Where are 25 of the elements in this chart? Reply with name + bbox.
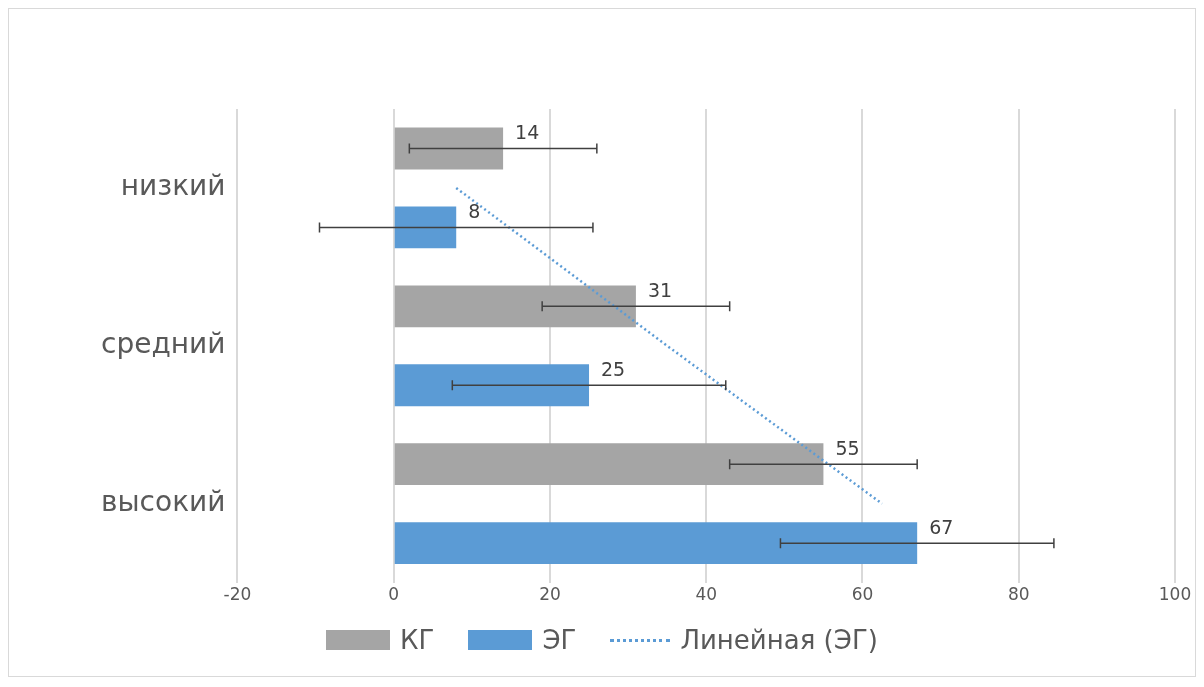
- x-tick-label: 0: [388, 584, 400, 605]
- bar: [394, 443, 824, 486]
- x-tick-label: 20: [539, 584, 561, 605]
- data-label: 8: [468, 200, 481, 223]
- x-tick-label: 40: [695, 584, 718, 605]
- x-tick-label: 100: [1158, 584, 1192, 605]
- bar: [394, 206, 457, 249]
- y-tick-label: средний: [100, 327, 226, 361]
- bar: [394, 522, 918, 565]
- legend-label: КГ: [400, 625, 435, 655]
- data-label: 67: [929, 516, 954, 539]
- legend-label: Линейная (ЭГ): [680, 625, 878, 655]
- bar: [394, 285, 636, 328]
- x-tick-label: -20: [223, 584, 252, 605]
- y-tick-label: высокий: [101, 484, 226, 518]
- data-label: 14: [515, 121, 540, 144]
- legend-label: ЭГ: [542, 625, 577, 655]
- x-tick-label: 80: [1007, 584, 1030, 605]
- data-label: 31: [647, 279, 673, 302]
- data-label: 25: [601, 358, 626, 381]
- bar: [394, 364, 590, 407]
- bar: [394, 127, 504, 170]
- y-tick-label: низкий: [120, 169, 226, 203]
- x-tick-label: 60: [851, 584, 874, 605]
- data-label: 55: [835, 437, 860, 460]
